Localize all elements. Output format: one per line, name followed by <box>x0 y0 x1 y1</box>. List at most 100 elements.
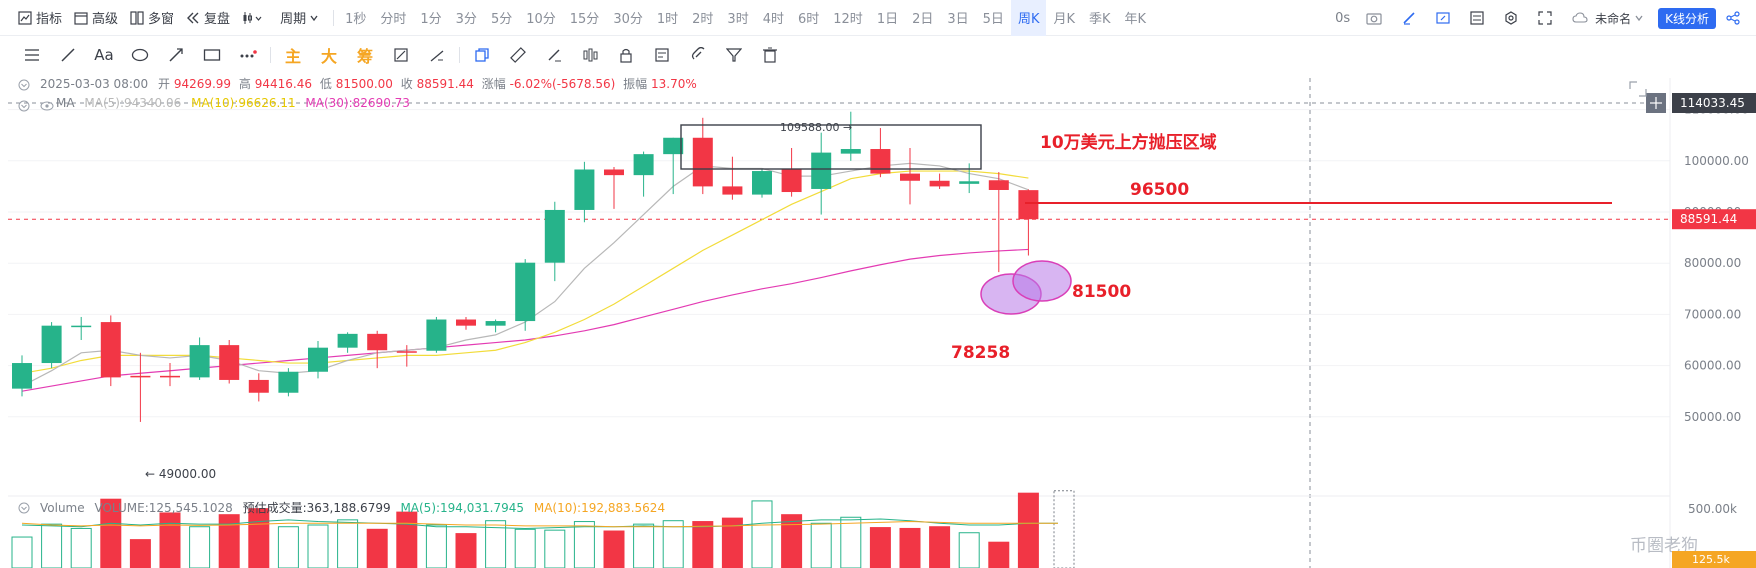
collapse-icon[interactable] <box>18 502 30 514</box>
timeframe-13[interactable]: 12时 <box>833 12 863 27</box>
candle <box>12 355 32 397</box>
period-dropdown[interactable]: 周期 <box>274 0 329 36</box>
copy-icon[interactable] <box>464 37 500 73</box>
grid <box>8 78 1671 568</box>
candle <box>485 319 506 333</box>
timeframe-9[interactable]: 2时 <box>692 12 714 27</box>
horizontal-lines-icon[interactable] <box>14 37 50 73</box>
chart-type-button[interactable] <box>236 0 274 36</box>
main-indicator-toggle[interactable]: 主 <box>284 47 301 66</box>
candle-body <box>604 169 624 176</box>
collapse-icon[interactable] <box>18 79 30 91</box>
timeframe-16[interactable]: 3日 <box>947 12 969 27</box>
measure-icon[interactable] <box>419 37 455 73</box>
timeframe-12[interactable]: 6时 <box>797 12 820 27</box>
change-value: -6.02%(-5678.56) <box>509 77 616 91</box>
candle-body <box>988 180 1009 190</box>
candle-body <box>41 325 62 364</box>
ruler-icon[interactable] <box>500 37 536 73</box>
candle <box>840 111 861 161</box>
change-label: 涨幅 <box>481 77 506 91</box>
volume-bar <box>218 514 240 568</box>
volume-bar <box>929 526 951 568</box>
candle-body <box>485 321 506 326</box>
chip-distribution-toggle[interactable]: 筹 <box>356 47 373 66</box>
volume-bar <box>869 527 891 568</box>
timeframe-list: 1秒 分时 1分 3分 5分 10分 15分 30分 1时 2时 3时 4时 6时 12时 1日 2日 3日 5日… <box>338 0 1153 36</box>
more-tools-icon[interactable] <box>230 37 266 73</box>
eye-icon[interactable] <box>40 100 54 112</box>
close-value: 88591.44 <box>416 77 474 91</box>
candle <box>337 332 358 353</box>
timeframe-7[interactable]: 30分 <box>613 12 643 27</box>
divider <box>270 47 271 63</box>
timeframe-17[interactable]: 5日 <box>982 12 1004 27</box>
candle <box>988 172 1009 273</box>
candle-body <box>367 333 388 351</box>
timeframe-11[interactable]: 4时 <box>762 12 784 27</box>
volume-bar <box>840 516 862 568</box>
timeframe-4[interactable]: 5分 <box>490 12 513 27</box>
brush-icon[interactable] <box>536 37 572 73</box>
timeframe-0[interactable]: 1秒 <box>345 12 367 27</box>
timeframe-19[interactable]: 月K <box>1053 12 1075 27</box>
trash-icon[interactable] <box>752 37 788 73</box>
timeframe-18[interactable]: 周K <box>1010 0 1047 36</box>
layout-name-dropdown[interactable]: 未命名 <box>1566 0 1654 36</box>
filter-icon[interactable] <box>716 37 752 73</box>
advanced-button[interactable]: 高级 <box>68 0 124 36</box>
timeframe-8[interactable]: 1时 <box>656 12 679 27</box>
replay-button[interactable]: 复盘 <box>180 0 236 36</box>
last-price-badge <box>1672 209 1756 230</box>
camera-icon[interactable] <box>1360 0 1392 36</box>
timeframe-5[interactable]: 10分 <box>526 12 556 27</box>
timeframe-2[interactable]: 1分 <box>420 12 442 27</box>
volume-bar <box>189 526 211 568</box>
fullscreen-icon[interactable] <box>1532 0 1562 36</box>
volume-bar <box>159 512 181 568</box>
compare-icon[interactable] <box>572 37 608 73</box>
timeframe-21[interactable]: 年K <box>1124 12 1147 27</box>
candle-body <box>160 375 180 378</box>
high-marker-label: 109588.00 → <box>780 121 852 134</box>
candle-body <box>663 137 684 155</box>
ellipse-icon[interactable] <box>122 37 158 73</box>
indicators-button[interactable]: 指标 <box>12 0 68 36</box>
candle <box>1018 189 1039 256</box>
notes-icon[interactable] <box>644 37 680 73</box>
rectangle-icon[interactable] <box>194 37 230 73</box>
magnet-icon[interactable] <box>383 37 419 73</box>
settings-icon[interactable] <box>1498 0 1528 36</box>
volume-bar <box>662 520 684 568</box>
volume-bar <box>573 521 595 568</box>
kline-analysis-button[interactable]: K线分析 <box>1658 7 1716 29</box>
timeframe-1[interactable]: 分时 <box>380 12 407 27</box>
big-order-toggle[interactable]: 大 <box>320 47 337 66</box>
multi-window-button[interactable]: 多窗 <box>124 0 180 36</box>
candlestick-icon <box>243 11 262 24</box>
volume-title: Volume <box>40 501 85 515</box>
timeframe-15[interactable]: 2日 <box>912 12 934 27</box>
crosshair-price: 114033.45 <box>1680 96 1745 110</box>
rewind-icon <box>187 12 199 23</box>
volume-bar <box>810 522 832 568</box>
pen-icon[interactable] <box>1396 0 1426 36</box>
timeframe-10[interactable]: 3时 <box>727 12 749 27</box>
export-icon[interactable] <box>1430 0 1460 36</box>
collapse-icon[interactable] <box>18 100 30 112</box>
volume-ma10: MA(10):192,883.5624 <box>533 501 666 515</box>
candle-body <box>12 363 32 389</box>
volume-bar <box>988 541 1010 568</box>
trend-line-icon[interactable] <box>50 37 86 73</box>
text-tool-icon[interactable]: Aa <box>94 46 114 64</box>
link-icon[interactable] <box>680 37 716 73</box>
timeframe-6[interactable]: 15分 <box>569 12 600 27</box>
timeframe-20[interactable]: 季K <box>1089 12 1111 27</box>
calculator-icon[interactable] <box>1464 0 1494 36</box>
lock-icon[interactable] <box>608 37 644 73</box>
timeframe-14[interactable]: 1日 <box>876 12 899 27</box>
timeframe-3[interactable]: 3分 <box>455 12 477 27</box>
arrow-line-icon[interactable] <box>158 37 194 73</box>
share-icon[interactable] <box>1720 0 1750 36</box>
